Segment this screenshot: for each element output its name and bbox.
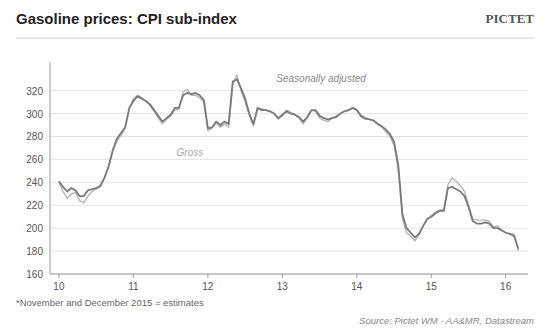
grid-line [50,274,528,275]
grid-line [50,159,528,160]
y-tick-label: 220 [26,200,43,211]
lines [59,75,518,251]
x-tick [58,274,59,278]
x-axis-line [50,274,528,275]
x-tick [133,274,134,278]
grid-line [50,136,528,137]
y-tick-label: 320 [26,86,43,97]
x-tick-label: 13 [277,281,289,292]
y-tick-label: 280 [26,131,43,142]
y-tick-label: 180 [26,246,43,257]
series-line [59,75,518,251]
x-tick [207,274,208,278]
chart: Gasoline prices: CPI sub-indexPICTET1601… [0,0,550,334]
x-tick-label: 11 [128,281,139,292]
grid-line [50,90,528,91]
x-tick [356,274,357,278]
x-tick-label: 10 [53,281,65,292]
x-tick [431,274,432,278]
axes: 160 180 200 220 240 260 280 300 320 10 11 12 13 14 15 1… [26,62,528,292]
annotation: Gross [177,147,204,158]
y-tick-label: 160 [26,269,43,280]
y-tick-label: 260 [26,154,43,165]
annotation: Seasonally adjusted [276,73,366,84]
grid-line [50,228,528,229]
x-tick-label: 14 [351,281,363,292]
x-tick-label: 15 [426,281,438,292]
y-axis-line [50,62,51,274]
footnote: *November and December 2015 = estimates [16,297,204,308]
y-tick-label: 200 [26,223,43,234]
series-line [59,79,518,249]
x-tick [505,274,506,278]
y-tick-label: 300 [26,109,43,120]
x-tick-label: 12 [202,281,214,292]
grid-line [50,205,528,206]
logo: PICTET [486,11,535,26]
x-tick [282,274,283,278]
separator [16,38,534,39]
y-tick-label: 240 [26,177,43,188]
x-tick-label: 16 [500,281,512,292]
title: Gasoline prices: CPI sub-index [16,10,238,27]
grid-line [50,251,528,252]
source: Source: Pictet WM - AA&MR, Datastream [359,315,534,326]
